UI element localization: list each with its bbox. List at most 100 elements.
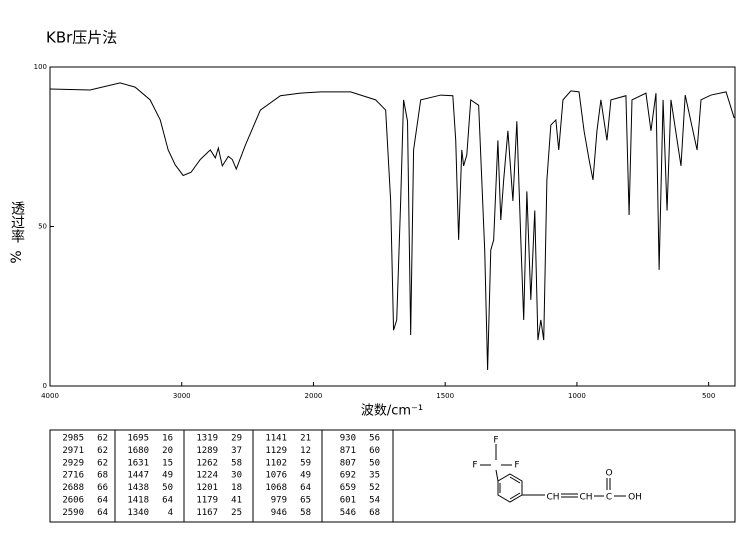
peak-transmittance: 16 [162,434,173,444]
peak-transmittance: 64 [97,496,108,506]
peak-transmittance: 29 [231,434,242,444]
peak-wavenumber: 1201 [196,483,218,493]
chart-title: KBr压片法 [46,29,117,47]
peak-wavenumber: 2688 [62,483,84,493]
peak-transmittance: 64 [162,496,173,506]
peak-wavenumber: 1340 [127,508,149,518]
plot-frame [49,66,736,387]
peak-wavenumber: 1289 [196,446,218,456]
peak-transmittance: 35 [369,471,380,481]
peak-transmittance: 21 [300,434,311,444]
peak-table: 2985 62 2971 62 2929 62 2716 68 2688 66 2606 64 2590… [62,434,380,518]
y-tick-label: 0 [43,382,47,390]
peak-wavenumber: 2606 [62,496,84,506]
peak-transmittance: 66 [97,483,108,493]
bond [509,492,521,500]
atom: F [514,461,519,471]
peak-wavenumber: 1262 [196,458,218,468]
atom: C [606,493,612,503]
peak-wavenumber: 930 [340,434,356,444]
peak-transmittance: 56 [369,434,380,444]
atom: CH [579,493,592,503]
peak-wavenumber: 1068 [265,483,287,493]
peak-wavenumber: 1102 [265,458,287,468]
peak-wavenumber: 2590 [62,508,84,518]
atom: CH [546,493,559,503]
y-tick-label: 50 [38,223,47,231]
peak-transmittance: 64 [97,508,108,518]
peak-transmittance: 37 [231,446,242,456]
peak-transmittance: 52 [369,483,380,493]
peak-transmittance: 41 [231,496,242,506]
peak-transmittance: 62 [97,458,108,468]
bond [495,469,499,482]
peak-transmittance: 30 [231,471,242,481]
peak-transmittance: 58 [231,458,242,468]
peak-wavenumber: 2716 [62,471,84,481]
peak-transmittance: 12 [300,446,311,456]
bond [509,476,521,484]
peak-wavenumber: 1319 [196,434,218,444]
peak-transmittance: 15 [162,458,173,468]
peak-wavenumber: 1447 [127,471,149,481]
peak-transmittance: 18 [231,483,242,493]
x-tick-label: 2000 [305,392,323,400]
peak-wavenumber: 1076 [265,471,287,481]
x-tick-label: 500 [702,392,715,400]
peak-transmittance: 49 [162,471,173,481]
ring [497,473,523,503]
peak-wavenumber: 1418 [127,496,149,506]
atom: OH [628,493,642,503]
plot: 4000 3000 2000 1500 1000 500 0 50 100 [34,63,735,400]
peak-wavenumber: 601 [340,496,356,506]
peak-transmittance: 54 [369,496,380,506]
peak-wavenumber: 2971 [62,446,84,456]
peak-transmittance: 4 [168,508,173,518]
peak-transmittance: 59 [300,458,311,468]
x-tick-label: 4000 [41,392,59,400]
peak-wavenumber: 1141 [265,434,287,444]
peak-transmittance: 62 [97,434,108,444]
table-dividers [114,430,394,522]
y-tick-label: 100 [34,63,47,71]
peak-wavenumber: 1224 [196,471,218,481]
peak-transmittance: 50 [369,458,380,468]
peak-transmittance: 68 [369,508,380,518]
x-label: 波数/cm⁻¹ [361,404,423,419]
peak-transmittance: 64 [300,483,311,493]
structure-bonds [480,444,626,503]
atom: F [493,436,498,446]
spectrum-line [49,82,735,371]
peak-wavenumber: 1680 [127,446,149,456]
peak-wavenumber: 692 [340,471,356,481]
peak-wavenumber: 1129 [265,446,287,456]
peak-transmittance: 25 [231,508,242,518]
y-label-unit: % [9,250,25,263]
peak-transmittance: 58 [300,508,311,518]
peak-transmittance: 20 [162,446,173,456]
peak-wavenumber: 1179 [196,496,218,506]
peak-wavenumber: 546 [340,508,356,518]
peak-wavenumber: 1695 [127,434,149,444]
x-tick-label: 3000 [173,392,191,400]
peak-wavenumber: 807 [340,458,356,468]
peak-transmittance: 68 [97,471,108,481]
peak-wavenumber: 659 [340,483,356,493]
structure-labels: F F F CH CH C O OH [472,436,642,503]
peak-wavenumber: 946 [271,508,287,518]
y-label: 透过率 [9,201,25,243]
peak-wavenumber: 979 [271,496,287,506]
peak-transmittance: 50 [162,483,173,493]
x-tick-label: 1000 [568,392,586,400]
peak-transmittance: 49 [300,471,311,481]
atom: O [605,469,612,479]
peak-transmittance: 62 [97,446,108,456]
x-tick-label: 1500 [436,392,454,400]
peak-transmittance: 65 [300,496,311,506]
atom: F [472,461,477,471]
peak-wavenumber: 1167 [196,508,218,518]
peak-transmittance: 60 [369,446,380,456]
peak-wavenumber: 2985 [62,434,84,444]
peak-wavenumber: 871 [340,446,356,456]
